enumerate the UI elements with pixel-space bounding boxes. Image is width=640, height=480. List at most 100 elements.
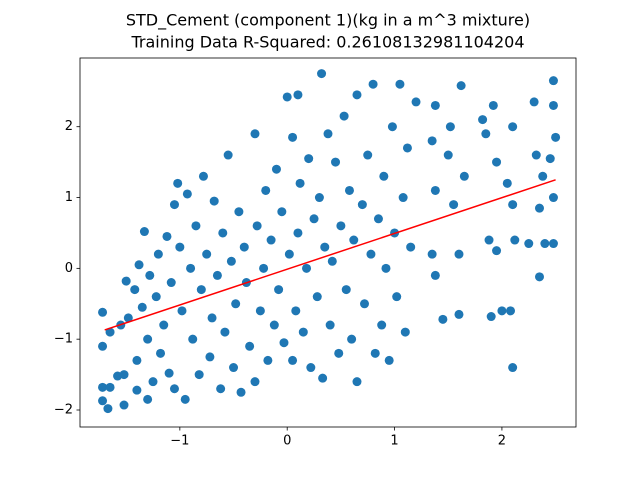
point [130,285,140,295]
point [302,263,312,273]
point [339,111,349,121]
point [291,306,301,316]
y-tick-label: 2 [65,119,73,134]
point [194,370,204,380]
point [534,203,544,213]
point [395,79,405,89]
point [288,132,298,142]
x-tick-label: 1 [390,434,398,449]
point [293,90,303,100]
point [175,242,185,252]
point [402,143,412,153]
point [551,132,561,142]
chart-subtitle: Training Data R-Squared: 0.2610813298110… [130,33,524,52]
point [492,246,502,256]
point [373,214,383,224]
point [207,313,217,323]
point [488,100,498,110]
point [478,115,488,125]
point [336,221,346,231]
point [295,178,305,188]
point [318,373,328,383]
point [548,100,558,110]
y-tick-label: −2 [54,403,73,418]
point [263,355,273,365]
point [430,270,440,280]
point [191,221,201,231]
point [387,122,397,132]
point [449,200,459,210]
point [164,368,174,378]
point [538,171,548,181]
point [312,292,322,302]
point [314,193,324,203]
y-tick-label: 0 [65,261,73,276]
point [459,171,469,181]
point [529,97,539,107]
point [226,256,236,266]
point [306,363,316,373]
point [169,200,179,210]
point [173,178,183,188]
point [454,249,464,259]
point [548,239,558,249]
point [245,341,255,351]
point [406,242,416,252]
point [180,394,190,404]
point [98,307,108,317]
point [223,150,233,160]
point [277,207,287,217]
point [384,355,394,365]
point [205,352,215,362]
point [236,387,246,397]
fit-line [104,179,556,331]
point [427,136,437,146]
point [438,314,448,324]
point [334,348,344,358]
point [177,306,187,316]
point [284,249,294,259]
point [220,327,230,337]
point [218,228,228,238]
point [331,157,341,167]
point [182,189,192,199]
point [186,263,196,273]
point [445,122,455,132]
point [252,221,262,231]
point [357,200,367,210]
point [370,348,380,358]
point [502,178,512,188]
point [540,239,550,249]
point [105,382,115,392]
point [545,154,555,164]
point [261,185,271,195]
point [430,100,440,110]
point [137,302,147,312]
point [143,394,153,404]
point [363,150,373,160]
point [325,320,335,330]
point [282,92,292,102]
point [341,285,351,295]
x-tick-label: 0 [283,434,291,449]
point [349,235,359,245]
point [279,338,289,348]
point [344,185,354,195]
point [98,341,108,351]
point [231,299,241,309]
point [320,242,330,252]
point [506,306,516,316]
point [259,263,269,273]
point [202,249,212,259]
point [255,306,265,316]
point [156,348,166,358]
point [323,129,333,139]
point [497,306,507,316]
point [548,76,558,86]
point [347,334,357,344]
point [456,81,466,91]
point [166,278,176,288]
point [508,363,518,373]
plot-frame [79,57,577,428]
point [400,327,410,337]
